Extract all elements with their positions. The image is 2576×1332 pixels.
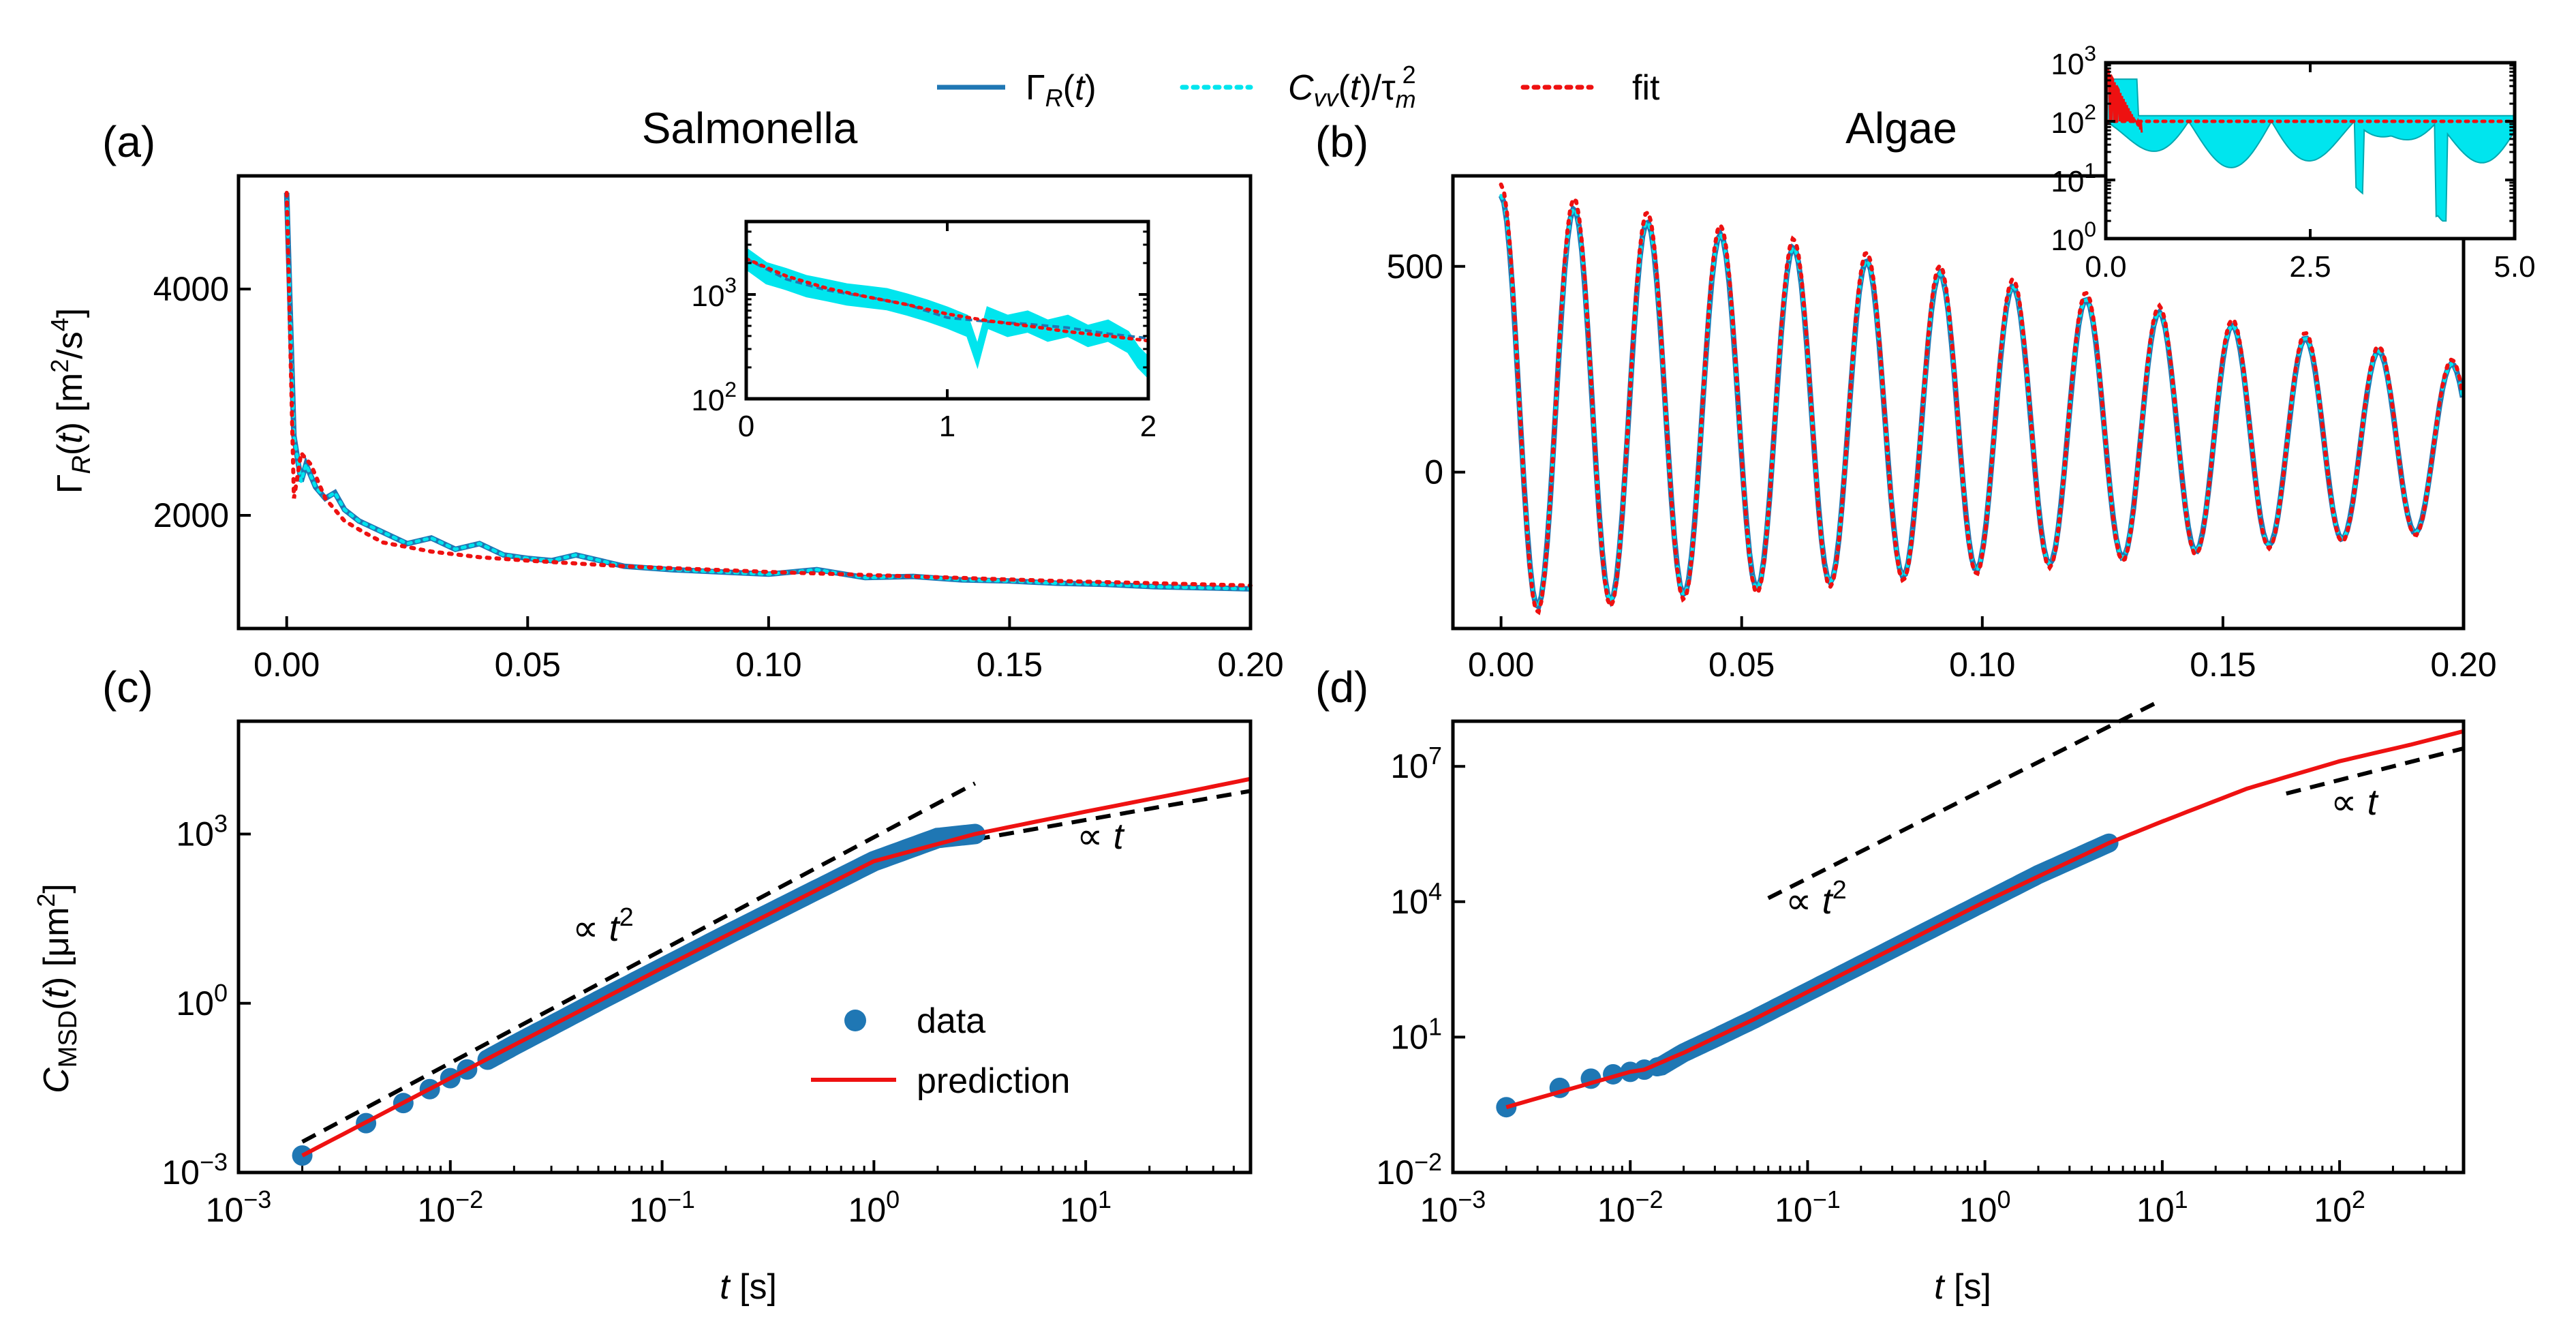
guide-t2-line [1767, 697, 2164, 900]
panel-a-salmonella: 0.00 0.05 0.10 0.15 0.20 2000 4000 0 1 2 102 103 [153, 174, 1284, 684]
axes-frame [236, 174, 1253, 631]
y-tick-label: 103 [2051, 41, 2096, 81]
axes-frame [1451, 174, 2466, 631]
legend-panel-c: data prediction [811, 1001, 1070, 1101]
legend-label-prediction: prediction [917, 1061, 1070, 1101]
series-fit-line [1499, 182, 2465, 616]
y-tick-label: 103 [691, 273, 737, 313]
x-tick-label: 0.0 [2085, 250, 2126, 284]
data-band [479, 823, 985, 1069]
axes-frame [236, 719, 1253, 1175]
x-tick-label: 0.10 [1949, 646, 2015, 684]
inset-a: 0 1 2 102 103 [691, 220, 1156, 443]
x-tick-label: 100 [848, 1185, 900, 1229]
y-tick-label: 2000 [153, 496, 229, 534]
y-tick-label: 107 [1390, 742, 1442, 785]
y-tick-label: 4000 [153, 270, 229, 308]
x-tick-label: 0.05 [495, 646, 561, 684]
y-tick-label: 103 [176, 810, 228, 853]
y-tick-label: 0 [1424, 453, 1443, 491]
xlabel-c: t [s] [720, 1267, 777, 1307]
legend-label-data: data [917, 1001, 985, 1041]
annotation-t-c: ∝ t [1077, 816, 1125, 857]
series-fit-line [284, 190, 1253, 588]
y-tick-label: 100 [176, 979, 228, 1023]
x-tick-label: 0.00 [1468, 646, 1534, 684]
x-tick-label: 0.10 [735, 646, 801, 684]
y-tick-label: 101 [1390, 1012, 1442, 1056]
x-tick-label: 1 [939, 410, 955, 443]
ylabel-c: CMSD(t) [μm2] [32, 883, 82, 1093]
figure-legend: ΓR(t) Cvv(t)/τm2 fit [937, 61, 1660, 113]
panel-label-a: (a) [102, 117, 155, 166]
data-point [292, 1145, 313, 1166]
inset-b-fit-osc [2104, 65, 2143, 133]
guide-t-line [2286, 746, 2464, 796]
x-tick-label: 100 [1959, 1185, 2011, 1229]
x-tick-label: 10−2 [1597, 1185, 1663, 1229]
x-tick-label: 0.20 [2430, 646, 2496, 684]
panel-label-d: (d) [1315, 663, 1368, 712]
x-tick-label: 10−3 [1420, 1185, 1486, 1229]
y-tick-label: 100 [2051, 217, 2096, 257]
x-tick-label: 0.15 [2190, 646, 2256, 684]
y-tick-label: 104 [1390, 877, 1442, 921]
legend-marker-data [844, 1010, 866, 1031]
y-tick-label: 102 [2051, 100, 2096, 140]
annotation-t-d: ∝ t [2331, 782, 2379, 823]
x-tick-label: 5.0 [2494, 250, 2535, 284]
title-b: Algae [1845, 104, 1957, 153]
x-tick-label: 102 [2314, 1185, 2365, 1229]
legend-label-cvv: Cvv(t)/τm2 [1288, 61, 1416, 113]
legend-label-fit: fit [1632, 68, 1660, 108]
guide-t2-line [301, 781, 977, 1144]
x-tick-label: 101 [2136, 1185, 2188, 1229]
prediction-line [1505, 729, 2464, 1110]
y-tick-label: 10−3 [162, 1148, 228, 1192]
x-tick-label: 10−1 [629, 1185, 695, 1229]
panel-label-b: (b) [1315, 117, 1368, 166]
inset-b: 0.0 2.5 5.0 100 101 102 103 [2051, 41, 2535, 284]
inset-a-gamma-line [746, 257, 1149, 340]
inset-a-fit-line [744, 257, 1150, 343]
y-tick-label: 102 [691, 377, 737, 417]
y-tick-label: 101 [2051, 158, 2096, 198]
x-tick-label: 0.05 [1708, 646, 1775, 684]
ylabel-a: ΓR(t) [m2/s4] [46, 308, 96, 494]
title-a: Salmonella [642, 104, 858, 153]
prediction-line [301, 776, 1251, 1157]
x-tick-label: 2.5 [2289, 250, 2331, 284]
x-tick-label: 0.00 [254, 646, 320, 684]
series-cvv-line [285, 191, 1253, 591]
x-tick-label: 2 [1140, 410, 1156, 443]
x-tick-label: 0 [738, 410, 754, 443]
panel-label-c: (c) [102, 663, 153, 712]
x-tick-label: 10−1 [1775, 1185, 1841, 1229]
x-tick-label: 0.15 [977, 646, 1043, 684]
panel-b-algae: 0.00 0.05 0.10 0.15 0.20 0 500 0.0 2.5 5.0 100 101 1… [1387, 41, 2536, 684]
legend-label-gamma: ΓR(t) [1026, 68, 1097, 112]
y-tick-label: 10−2 [1376, 1148, 1442, 1192]
xlabel-d: t [s] [1934, 1267, 1991, 1307]
x-tick-label: 10−3 [206, 1185, 272, 1229]
x-tick-label: 10−2 [417, 1185, 483, 1229]
x-tick-label: 0.20 [1217, 646, 1283, 684]
annotation-t2-c: ∝ t2 [572, 903, 634, 949]
y-tick-label: 500 [1387, 247, 1443, 286]
guide-t-line [975, 789, 1251, 842]
panel-c-msd-salmonella: 10−3 10−2 10−1 100 101 10−3 100 103 [162, 719, 1253, 1229]
annotation-t2-d: ∝ t2 [1785, 876, 1847, 922]
x-tick-label: 101 [1060, 1185, 1111, 1229]
